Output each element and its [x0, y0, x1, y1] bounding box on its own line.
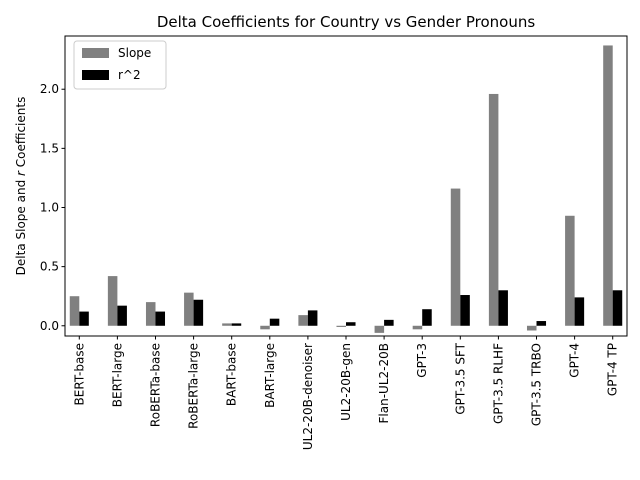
bar-r2-12 [536, 321, 547, 326]
x-tick-label: GPT-3.5 TRBO [530, 343, 544, 426]
bar-r2-0 [79, 311, 89, 326]
x-tick-label: Flan-UL2-20B [377, 343, 391, 423]
legend: Slope r^2 [73, 40, 167, 90]
bar-r2-7 [346, 322, 356, 326]
bar-r2-9 [422, 309, 432, 326]
bar-slope-12 [526, 325, 537, 331]
x-tick-label: GPT-3.5 RLHF [491, 343, 505, 424]
x-tick-label: GPT-3 [415, 343, 429, 378]
bar-slope-3 [184, 292, 194, 326]
bar-r2-8 [384, 319, 394, 326]
bar-r2-5 [269, 318, 280, 326]
x-tick-label: GPT-4 TP [606, 343, 620, 396]
bar-slope-5 [260, 325, 270, 330]
x-tick-label: GPT-3.5 SFT [453, 342, 467, 414]
y-tick-label: 1.0 [40, 200, 59, 214]
x-tick-label: BERT-base [72, 343, 86, 405]
bar-r2-11 [498, 290, 508, 326]
bar-slope-0 [69, 296, 80, 326]
x-tick-label: RoBERTa-large [187, 343, 201, 429]
y-tick-label: 0.0 [40, 319, 59, 333]
legend-swatch [82, 48, 109, 58]
y-axis-label-variable: r [14, 170, 28, 176]
plot-frame [64, 35, 628, 337]
bar-slope-4 [222, 323, 232, 326]
bar-slope-10 [450, 188, 461, 326]
bar-r2-10 [460, 295, 470, 326]
bar-group [69, 45, 623, 333]
y-axis-label: Delta Slope and r Coefficients [14, 97, 28, 276]
legend-label: r^2 [118, 68, 141, 82]
x-tick-label: BART-base [225, 343, 239, 406]
bar-slope-8 [374, 325, 385, 333]
x-tick-label: GPT-4 [568, 343, 582, 378]
bar-r2-2 [155, 311, 166, 326]
bar-slope-7 [336, 325, 346, 327]
chart-title: Delta Coefficients for Country vs Gender… [157, 13, 536, 31]
bar-slope-13 [565, 215, 575, 326]
bar-r2-1 [117, 305, 127, 326]
x-tick-label: RoBERTa-base [148, 343, 162, 427]
y-tick-label: 1.5 [40, 141, 59, 155]
y-axis: 0.0 0.5 1.0 1.5 2.0 [40, 82, 65, 333]
bar-r2-3 [193, 299, 204, 326]
y-tick-label: 0.5 [40, 260, 59, 274]
x-tick-label: BERT-large [110, 343, 124, 407]
bar-slope-11 [488, 93, 499, 326]
bar-slope-1 [107, 276, 118, 326]
bar-slope-6 [298, 315, 308, 326]
y-axis-label-suffix: Coefficients [14, 97, 28, 171]
bar-r2-4 [231, 323, 242, 326]
x-tick-label: UL2-20B-denoiser [301, 343, 315, 450]
x-tick-label: UL2-20B-gen [339, 343, 353, 421]
legend-label: Slope [118, 46, 151, 60]
x-tick-label: BART-large [263, 343, 277, 408]
bar-slope-14 [603, 45, 613, 326]
legend-swatch [82, 70, 109, 80]
x-axis: BERT-base BERT-large RoBERTa-base RoBERTa-l… [72, 336, 620, 450]
bar-slope-9 [412, 325, 423, 330]
y-tick-label: 2.0 [40, 82, 59, 96]
bar-r2-14 [612, 290, 623, 326]
bar-r2-6 [307, 310, 318, 326]
y-axis-label-prefix: Delta Slope and [14, 176, 28, 275]
bar-slope-2 [145, 302, 156, 326]
bar-r2-13 [574, 297, 585, 326]
